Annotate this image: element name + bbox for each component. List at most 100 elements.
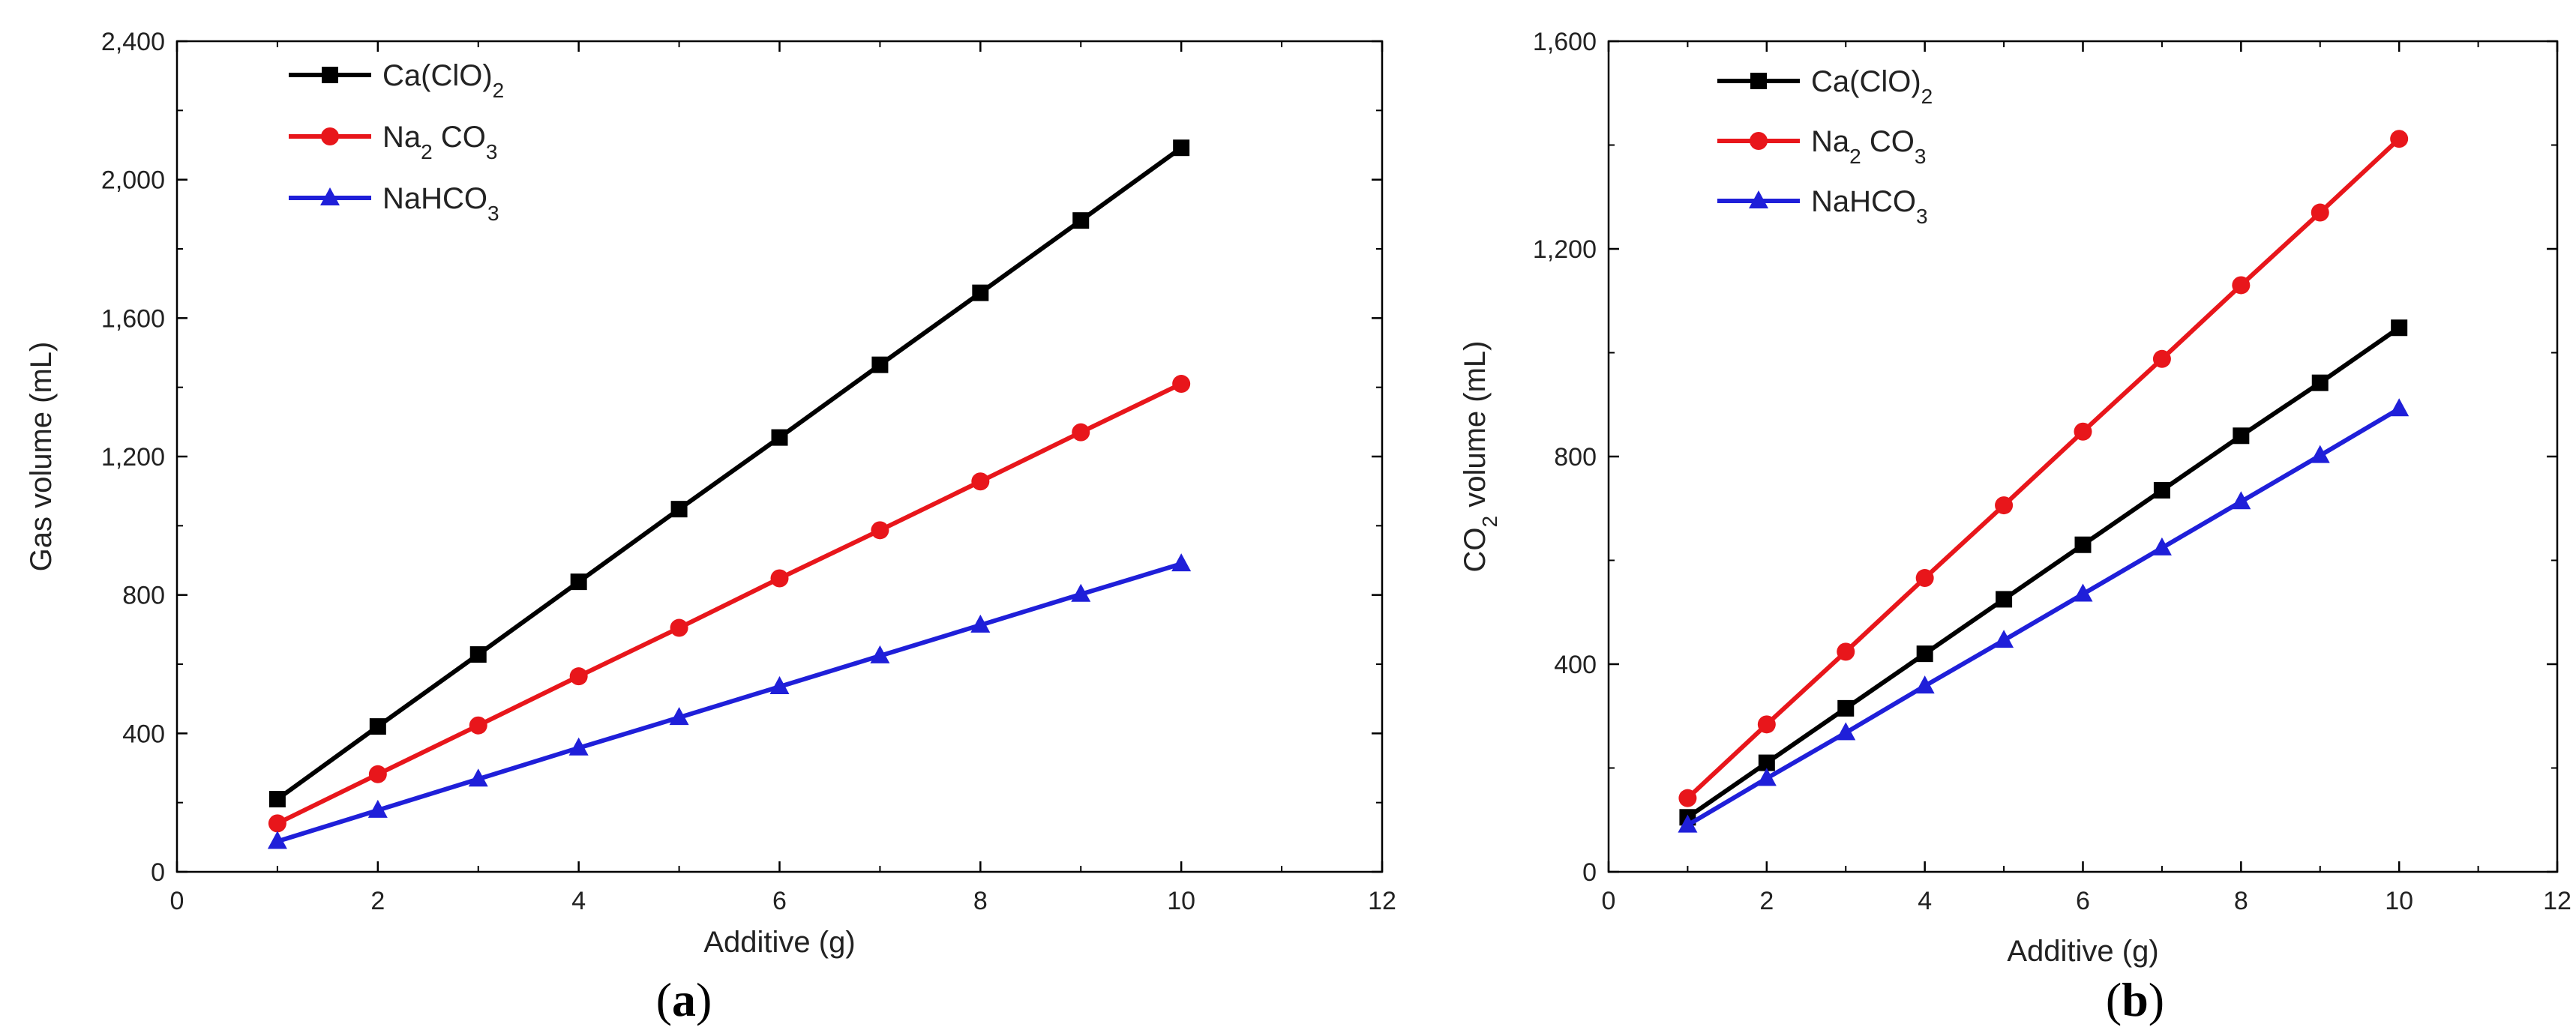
legend-label-subscript: 2 <box>1921 85 1933 108</box>
x-tick-label: 6 <box>2076 887 2090 915</box>
data-point-na2co3 <box>2152 349 2171 368</box>
data-point-caclo2 <box>1758 754 1775 771</box>
panel-label-paren: ) <box>2149 973 2164 1026</box>
data-point-nahco3 <box>1994 630 2014 648</box>
legend-label-caclo2: Ca(ClO)2 <box>1811 65 1933 108</box>
data-point-caclo2 <box>268 791 286 808</box>
y-axis-title-text: CO <box>1459 527 1492 572</box>
data-point-nahco3 <box>2073 583 2093 602</box>
chart-panel-a: 0 2 4 6 8 10 12 0 400 800 1,200 1,600 2,000 2,400 Addi… <box>25 28 1396 1026</box>
data-point-caclo2 <box>369 718 386 735</box>
data-point-nahco3 <box>1678 814 1698 833</box>
legend-marker-nahco3 <box>1749 190 1768 208</box>
data-point-nahco3 <box>568 737 589 756</box>
y-axis-title: CO2 volume (mL) <box>1459 341 1501 573</box>
y-tick-label: 0 <box>151 858 165 887</box>
y-tick-label: 1,200 <box>1533 235 1597 264</box>
data-point-na2co3 <box>670 618 688 637</box>
legend-marker-na2co3 <box>321 127 339 145</box>
data-point-caclo2 <box>1173 139 1190 157</box>
y-tick-label: 1,200 <box>101 443 165 472</box>
data-point-nahco3 <box>769 676 790 695</box>
chart-panel-b: 0 2 4 6 8 10 12 0 400 800 1,200 1,600 Additive (g) CO… <box>1459 28 2572 1026</box>
data-point-nahco3 <box>367 799 388 818</box>
data-point-caclo2 <box>1072 212 1090 229</box>
panel-label-letter: b <box>2122 973 2149 1026</box>
data-point-caclo2 <box>871 356 889 373</box>
data-point-caclo2 <box>469 646 487 663</box>
data-point-na2co3 <box>2390 130 2409 148</box>
y-tick-label: 400 <box>122 720 165 748</box>
x-tick-label: 10 <box>1167 887 1195 915</box>
data-point-nahco3 <box>669 707 689 726</box>
data-point-nahco3 <box>1836 722 1856 741</box>
x-tick-label: 4 <box>1918 887 1932 915</box>
y-tick-label: 1,600 <box>1533 28 1597 56</box>
panel-label-paren: ( <box>656 973 672 1026</box>
x-tick-label: 12 <box>2543 887 2572 915</box>
data-point-nahco3 <box>1756 768 1777 786</box>
data-point-nahco3 <box>970 614 991 633</box>
data-point-na2co3 <box>268 814 286 833</box>
legend-label-subscript: 2 <box>493 79 505 102</box>
legend-label-text: NaHCO <box>382 182 487 215</box>
legend-label-text: CO <box>433 121 486 154</box>
legend-marker-nahco3 <box>320 187 340 205</box>
data-point-nahco3 <box>2310 445 2330 463</box>
data-point-caclo2 <box>2391 319 2408 337</box>
x-tick-label: 2 <box>1759 887 1774 915</box>
series-line-caclo2 <box>1686 325 2401 819</box>
data-point-na2co3 <box>2232 276 2251 295</box>
legend-label-na2co3: Na2 CO3 <box>382 121 497 163</box>
x-tick-label: 12 <box>1368 887 1396 915</box>
x-tick-label: 10 <box>2385 887 2413 915</box>
panel-label-paren: ( <box>2106 973 2122 1026</box>
data-point-caclo2 <box>2153 482 2170 499</box>
data-point-caclo2 <box>2311 374 2329 391</box>
data-point-na2co3 <box>2074 422 2092 441</box>
series-line-caclo2 <box>276 145 1183 801</box>
data-point-na2co3 <box>1757 715 1776 734</box>
data-point-caclo2 <box>2233 427 2250 445</box>
data-point-na2co3 <box>1995 496 2014 515</box>
data-point-nahco3 <box>468 768 488 787</box>
plot-area-frame <box>1607 40 2559 873</box>
data-point-na2co3 <box>1678 789 1697 807</box>
data-point-caclo2 <box>771 429 788 446</box>
data-point-nahco3 <box>2152 537 2172 555</box>
data-point-nahco3 <box>1071 583 1091 602</box>
x-tick-label: 6 <box>772 887 787 915</box>
data-point-na2co3 <box>2311 203 2329 222</box>
y-axis-title-subscript: 2 <box>1478 516 1501 528</box>
legend-label-subscript: 2 <box>1849 145 1861 168</box>
x-tick-label: 0 <box>1602 887 1616 915</box>
legend-label-text: Ca(ClO) <box>382 59 493 92</box>
legend-label-subscript: 3 <box>1915 145 1927 168</box>
legend-label-subscript: 3 <box>1916 205 1928 228</box>
legend-marker-na2co3 <box>1750 132 1768 150</box>
legend-label-caclo2: Ca(ClO)2 <box>382 59 504 102</box>
panel-label-letter: a <box>672 973 696 1026</box>
y-tick-label: 800 <box>122 582 165 610</box>
legend-label-text: Na <box>382 121 421 154</box>
data-point-nahco3 <box>1915 675 1935 694</box>
plot-area-frame <box>175 40 1384 873</box>
panel-label: (b) <box>2106 973 2164 1026</box>
data-point-na2co3 <box>569 667 588 686</box>
data-point-na2co3 <box>871 521 889 540</box>
data-point-caclo2 <box>570 573 587 591</box>
data-point-na2co3 <box>368 765 387 783</box>
legend-label-text: NaHCO <box>1811 185 1916 218</box>
data-point-nahco3 <box>2231 491 2251 510</box>
data-point-na2co3 <box>971 472 990 491</box>
legend-label-text: Na <box>1811 125 1850 158</box>
y-tick-label: 400 <box>1554 651 1597 679</box>
series-line-nahco3 <box>277 561 1183 844</box>
x-tick-label: 2 <box>370 887 385 915</box>
data-point-na2co3 <box>770 569 789 588</box>
y-tick-label: 800 <box>1554 443 1597 472</box>
x-axis-title: Additive (g) <box>2007 935 2158 968</box>
data-point-caclo2 <box>972 284 989 301</box>
data-point-caclo2 <box>2074 536 2092 553</box>
legend-label-text: Ca(ClO) <box>1811 65 1921 98</box>
